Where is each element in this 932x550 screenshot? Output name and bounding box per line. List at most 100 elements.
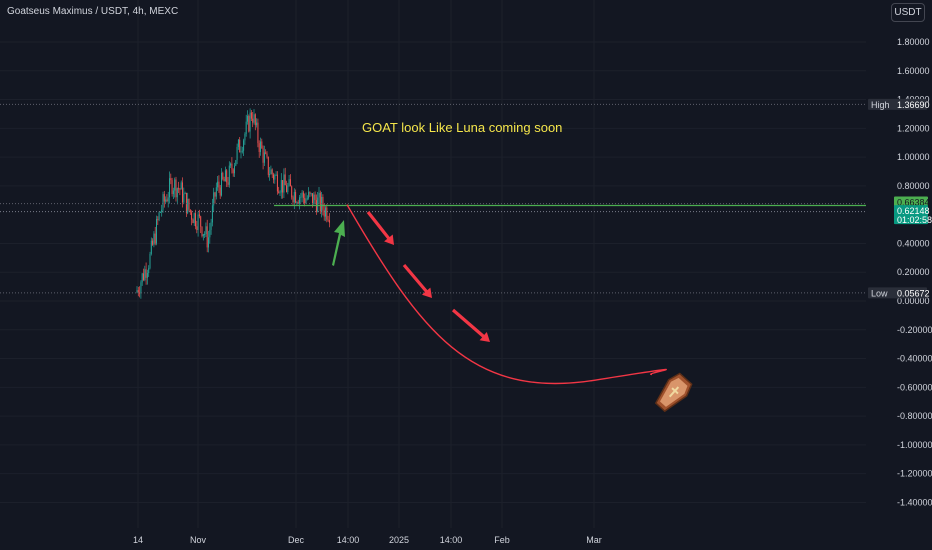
price-tag xyxy=(894,205,928,225)
x-tick-label: 14 xyxy=(133,535,143,545)
candle-body xyxy=(144,269,146,280)
candle-body xyxy=(223,178,225,182)
candle-body xyxy=(256,122,258,126)
candle-body xyxy=(300,196,302,198)
candle-body xyxy=(182,182,183,203)
candle-body xyxy=(148,268,150,273)
candle-body xyxy=(149,253,151,269)
candle-body xyxy=(154,233,156,244)
candle-body xyxy=(237,139,239,147)
candle-body xyxy=(261,141,263,149)
candle-body xyxy=(188,198,190,210)
candle-body xyxy=(214,192,216,197)
candle-body xyxy=(227,182,229,185)
candle-body xyxy=(302,192,304,198)
red-arrow-icon xyxy=(402,263,433,299)
y-tick-label: -1.00000 xyxy=(897,440,932,450)
price-tag xyxy=(894,287,927,299)
x-tick-label: 14:00 xyxy=(337,535,360,545)
candle-body xyxy=(262,148,264,163)
candle-body xyxy=(282,180,284,193)
price-tag xyxy=(868,287,896,299)
candle-body xyxy=(291,186,293,198)
candle-body xyxy=(141,273,143,283)
candle-body xyxy=(297,202,299,204)
candle-body xyxy=(328,220,330,223)
candle-body xyxy=(293,191,295,203)
candle-body xyxy=(287,185,289,193)
candle-body xyxy=(322,196,324,210)
candle-body xyxy=(157,219,159,221)
candle-body xyxy=(161,209,163,212)
x-tick-label: Mar xyxy=(586,535,602,545)
candle-body xyxy=(279,192,281,194)
candle-body xyxy=(152,240,154,245)
time-axis[interactable]: 14 Nov Dec 14:00 2025 14:00 Feb Mar xyxy=(133,535,602,545)
candle-body xyxy=(140,282,142,294)
reference-lines xyxy=(0,103,866,294)
price-tag-text: 0.62148 xyxy=(897,206,930,216)
candle-body xyxy=(230,163,232,166)
candle-body xyxy=(175,179,177,198)
candle-body xyxy=(276,174,278,192)
candle-body xyxy=(139,292,141,294)
candle-body xyxy=(274,175,276,180)
candle-body xyxy=(253,114,255,123)
red-arrow-shape xyxy=(402,263,433,299)
annotation-text[interactable]: GOAT look Like Luna coming soon xyxy=(362,120,563,135)
candle-body xyxy=(218,181,220,188)
candle-body xyxy=(267,156,269,175)
price-tag-text: 01:02:58 xyxy=(897,215,932,225)
candle-body xyxy=(183,193,185,203)
x-tick-label: Nov xyxy=(190,535,207,545)
candle-body xyxy=(325,207,326,217)
candle-body xyxy=(305,198,307,204)
candle-body xyxy=(195,213,196,227)
y-tick-label: -0.40000 xyxy=(897,354,932,364)
coffin-cross xyxy=(668,386,680,398)
candle-body xyxy=(206,226,208,248)
candle-body xyxy=(171,180,173,195)
candle-body xyxy=(301,192,303,197)
candle-body xyxy=(162,194,164,210)
candle-body xyxy=(146,272,148,278)
candle-body xyxy=(174,179,176,191)
candle-body xyxy=(197,214,199,230)
green-arrow-icon xyxy=(332,220,345,266)
candle-body xyxy=(243,140,245,151)
symbol-title[interactable]: Goatseus Maximus / USDT, 4h, MEXC xyxy=(7,6,179,17)
candle-body xyxy=(209,229,211,238)
candle-body xyxy=(258,143,260,152)
price-tag-text: 1.36690 xyxy=(897,100,930,110)
candle-body xyxy=(275,174,277,176)
drawings-layer xyxy=(274,204,866,413)
currency-button[interactable]: USDT xyxy=(891,3,925,22)
price-tags: High 1.36690 Low 0.05672 0.663840.6214801:02… xyxy=(868,98,932,299)
candle-body xyxy=(295,191,297,203)
red-arrow-icon xyxy=(451,308,491,343)
red-arrow-shape xyxy=(451,308,491,343)
candle-body xyxy=(204,234,206,236)
candle-body xyxy=(231,163,233,170)
candle-body xyxy=(219,187,221,196)
candle-body xyxy=(245,121,247,134)
candle-body xyxy=(180,182,182,190)
candle-body xyxy=(215,187,217,197)
candle-body xyxy=(196,226,198,230)
y-tick-label: 1.80000 xyxy=(897,37,930,47)
candle-body xyxy=(314,194,316,201)
candle-body xyxy=(187,198,189,214)
candle-body xyxy=(169,178,170,198)
coffin-icon xyxy=(654,372,693,413)
candle-body xyxy=(269,174,271,176)
candle-body xyxy=(217,181,219,188)
candle-body xyxy=(211,205,213,223)
y-tick-label: 0.40000 xyxy=(897,238,930,248)
candle-body xyxy=(254,114,256,126)
price-tag-text: 0.05672 xyxy=(897,288,930,298)
candle-body xyxy=(222,172,224,179)
candle-body xyxy=(221,172,222,196)
candle-body xyxy=(278,191,280,193)
